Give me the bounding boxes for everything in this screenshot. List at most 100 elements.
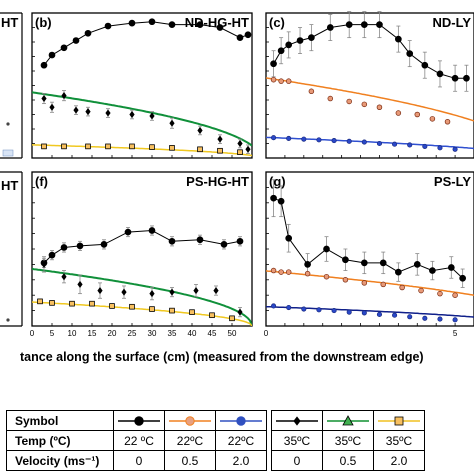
point-black-diamond <box>49 103 55 111</box>
point-orange-circle <box>437 290 443 297</box>
legend-velocity-value: 2.0 <box>373 450 425 471</box>
legend-symbol-green-triangle <box>327 414 369 425</box>
point-black-diamond <box>41 94 47 103</box>
legend-row-velocity: Velocity (ms⁻¹) 0 0.5 2.0 0 0.5 2.0 <box>6 450 425 471</box>
point-orange-circle <box>304 270 311 277</box>
x-tick-label: 25 <box>128 329 137 338</box>
point-orange-circle <box>361 101 368 108</box>
point-orange-circle <box>285 269 292 275</box>
legend-temp-value: 35ºC <box>322 430 374 451</box>
point-black-circle <box>395 268 402 276</box>
point-orange-square <box>197 146 203 153</box>
point-orange-square <box>109 303 115 309</box>
point-blue-circle <box>437 316 443 322</box>
point-black-diamond <box>169 119 175 127</box>
series-line-black-circle <box>273 24 467 79</box>
point-black-circle <box>376 21 383 28</box>
point-black-diamond <box>129 110 135 119</box>
point-black-circle <box>48 251 56 259</box>
x-tick-label: 15 <box>88 329 97 338</box>
legend-velocity-value: 0 <box>113 450 165 471</box>
point-black-diamond <box>77 280 83 289</box>
point-black-circle <box>360 21 368 28</box>
point-orange-square <box>169 307 175 314</box>
fit-curve-yellow <box>32 301 252 326</box>
point-black-circle <box>447 264 455 271</box>
point-black-circle <box>148 18 156 26</box>
fit-curve-orange <box>266 77 474 122</box>
legend-marker <box>293 415 301 426</box>
legend-symbol-black-circle <box>118 415 160 426</box>
point-black-diamond <box>97 286 103 295</box>
point-blue-circle <box>331 308 337 314</box>
legend-velocity-value: 0.5 <box>164 450 216 471</box>
partial-panel-a: HT <box>0 12 23 159</box>
point-black-circle <box>277 197 285 205</box>
point-blue-circle <box>301 306 307 312</box>
point-blue-circle <box>422 143 428 149</box>
point-orange-circle <box>285 78 292 84</box>
point-blue-circle <box>361 310 367 316</box>
point-black-circle <box>421 61 429 69</box>
point-black-circle <box>406 50 414 57</box>
x-tick-label: 20 <box>108 329 117 338</box>
legend-symbol-yellow-square <box>378 416 420 425</box>
legend-temp-value: 35ºC <box>271 430 323 451</box>
legend-row-temp: Temp (ºC) 22 ºC 22ºC 22ºC 35ºC 35ºC 35ºC <box>6 430 425 451</box>
point-orange-circle <box>380 281 386 288</box>
panel-letter: (b) <box>35 15 52 30</box>
partial-panel-a-title: HT <box>1 15 18 30</box>
panel-letter: (c) <box>269 15 285 30</box>
point-orange-circle <box>308 88 315 95</box>
legend-symbol-header: Symbol <box>6 410 114 431</box>
point-black-circle <box>168 237 176 245</box>
point-orange-circle <box>346 98 352 105</box>
point-black-circle <box>220 241 228 248</box>
point-black-circle <box>196 21 204 28</box>
point-orange-circle <box>270 76 277 83</box>
point-black-circle <box>360 259 368 267</box>
point-orange-square <box>237 149 243 156</box>
point-orange-circle <box>444 118 451 125</box>
point-orange-square <box>85 143 91 150</box>
point-orange-square <box>149 144 155 150</box>
point-black-circle <box>124 228 132 236</box>
point-blue-circle <box>361 139 367 145</box>
point-orange-circle <box>414 111 421 118</box>
point-blue-circle <box>286 304 292 311</box>
legend-velocity-header: Velocity (ms⁻¹) <box>6 450 114 471</box>
legend-symbol-cell <box>373 410 425 431</box>
point-orange-circle <box>278 269 284 275</box>
point-black-circle <box>463 74 470 82</box>
point-black-circle <box>304 261 311 268</box>
point-black-diamond <box>121 288 127 296</box>
x-tick-label: 50 <box>228 329 237 338</box>
point-orange-square <box>105 143 111 150</box>
point-black-circle <box>277 47 285 55</box>
panel-letter: (f) <box>35 174 48 189</box>
point-orange-circle <box>452 292 458 298</box>
point-blue-circle <box>286 135 292 141</box>
legend-symbol-cell <box>113 410 165 431</box>
point-blue-circle <box>331 138 337 144</box>
partial-panel-e-title: HT <box>1 178 18 193</box>
point-black-diamond <box>245 145 251 153</box>
panel-title: PS-LY <box>434 174 471 189</box>
point-blue-circle <box>407 142 413 148</box>
partial-panel-e: HT <box>0 171 23 327</box>
point-orange-circle <box>361 280 368 286</box>
point-black-diamond <box>85 108 91 116</box>
point-black-diamond <box>105 109 111 117</box>
fit-curve-yellow <box>32 144 252 157</box>
point-blue-circle <box>346 138 352 144</box>
point-blue-circle <box>316 307 322 313</box>
point-orange-square <box>189 309 195 315</box>
point-orange-square <box>229 315 235 322</box>
point-blue-circle <box>452 146 458 152</box>
x-tick-label: 40 <box>188 329 197 338</box>
x-tick-label: 0 <box>264 329 269 338</box>
point-black-diamond <box>217 135 223 143</box>
panel-f: 0 5 10 15 20 25 30 35 40 45 50 (f) PS-HG-HT <box>30 171 253 338</box>
partial-panel-a-point <box>6 122 10 126</box>
point-orange-square <box>49 300 55 306</box>
